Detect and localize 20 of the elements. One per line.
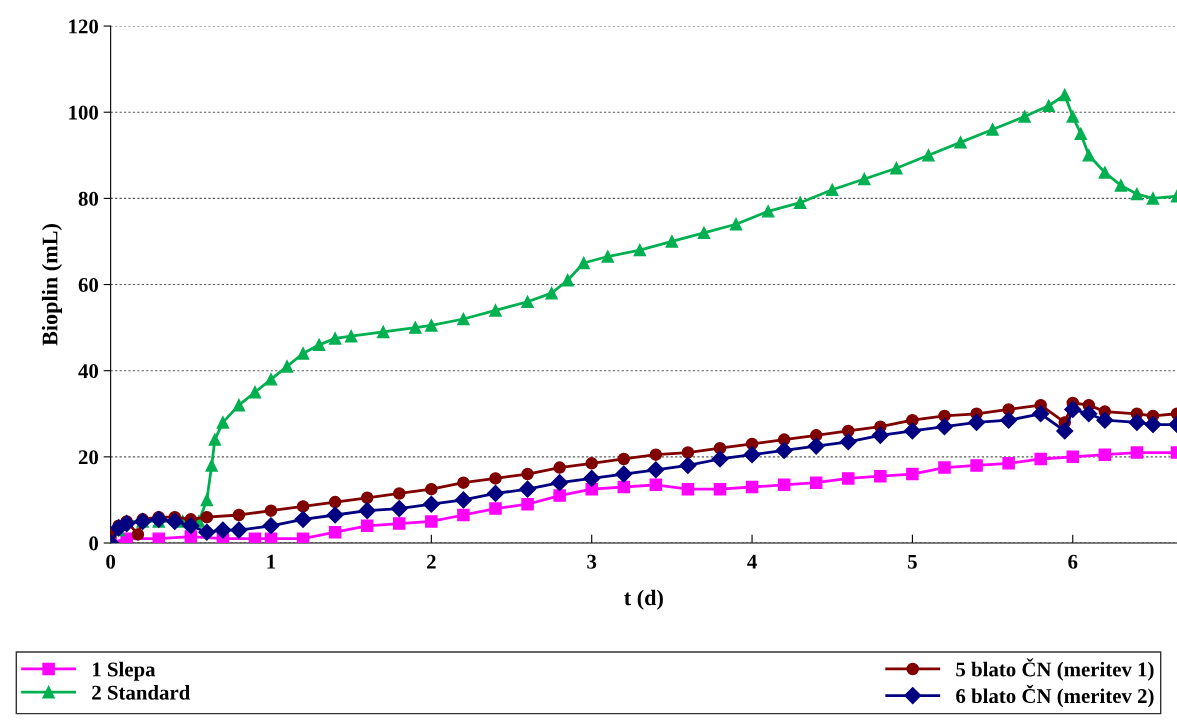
y-tick-label: 20 — [78, 450, 99, 465]
y-tick-label: 100 — [69, 105, 99, 120]
x-tick-label: 5 — [908, 554, 917, 569]
y-axis-title: Bioplin (mL) — [41, 224, 63, 346]
y-tick-label: 40 — [78, 364, 99, 379]
x-tick-label: 6 — [1068, 554, 1078, 569]
x-tick-label: 0 — [106, 554, 116, 569]
y-tick-label: 80 — [78, 191, 99, 206]
legend-label: 2 Standard — [92, 685, 191, 700]
y-tick-label: 60 — [78, 277, 99, 292]
x-tick-label: 3 — [587, 554, 597, 569]
legend-label: 5 blato ČN (meritev 1) — [956, 658, 1154, 681]
x-axis-title: t (d) — [624, 589, 663, 610]
y-tick-label: 120 — [69, 19, 99, 34]
y-tick-label: 0 — [89, 536, 99, 551]
legend-label: 6 blato ČN (meritev 2) — [956, 684, 1154, 708]
x-tick-label: 4 — [747, 554, 757, 569]
x-tick-label: 2 — [427, 554, 436, 569]
legend-label: 1 Slepa — [92, 661, 156, 681]
x-tick-label: 1 — [267, 554, 276, 569]
